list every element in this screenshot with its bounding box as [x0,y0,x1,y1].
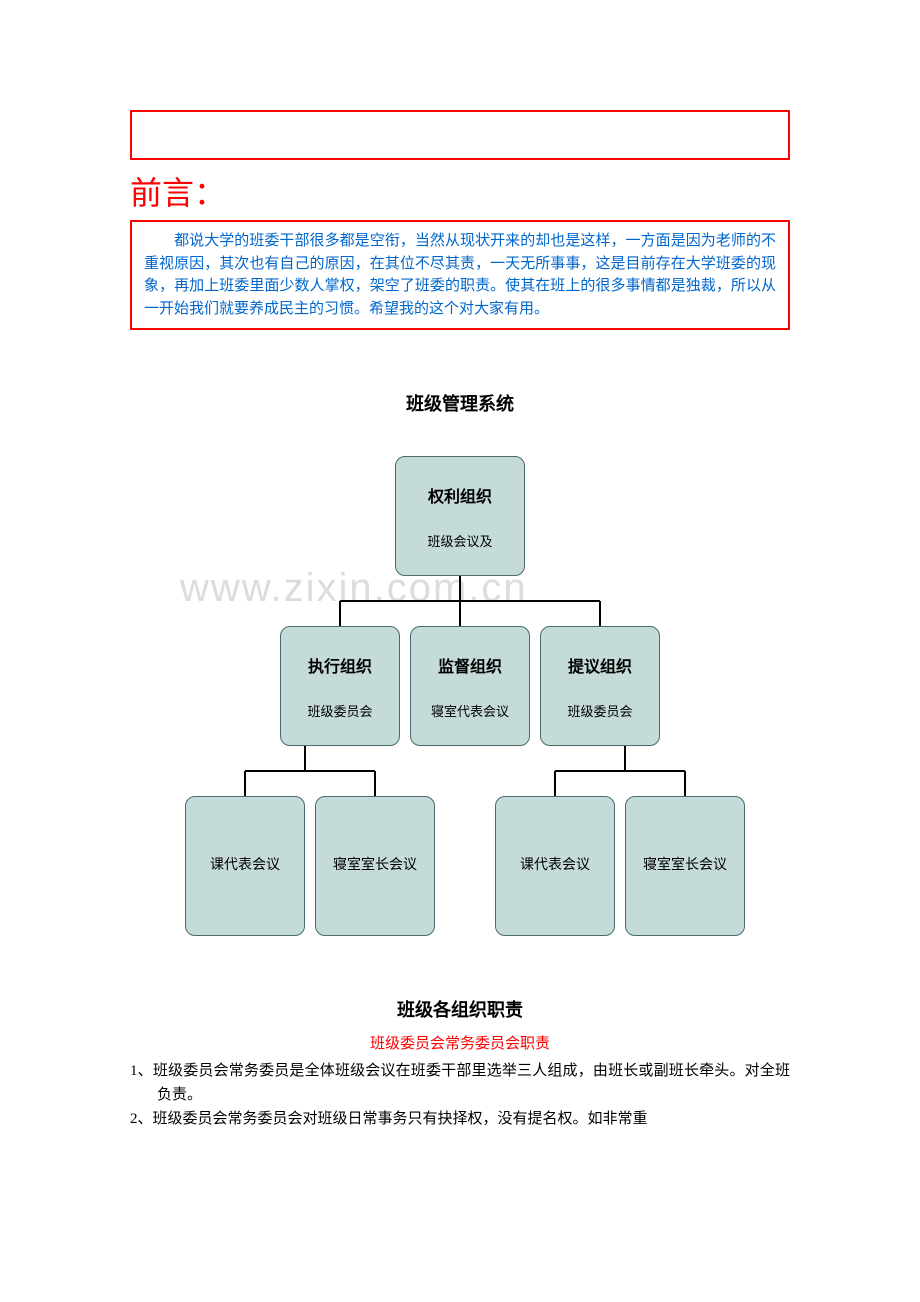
node-root-title: 权利组织 [428,483,492,507]
node-exec-title: 执行组织 [308,653,372,677]
node-supervise: 监督组织 寝室代表会议 [410,626,530,746]
node-supervise-title: 监督组织 [438,653,502,677]
node-root: 权利组织 班级会议及 [395,456,525,576]
node-exec-sub: 班级委员会 [307,701,372,720]
node-l3a: 课代表会议 [185,796,305,936]
node-l3d-sub: 寝室室长会议 [643,848,727,884]
node-l3c-sub: 课代表会议 [520,848,590,884]
node-l3a-sub: 课代表会议 [210,848,280,884]
node-root-sub: 班级会议及 [427,531,492,550]
node-propose-sub: 班级委员会 [567,701,632,720]
node-l3b-sub: 寝室室长会议 [333,848,417,884]
node-propose: 提议组织 班级委员会 [540,626,660,746]
node-propose-title: 提议组织 [568,653,632,677]
node-l3d: 寝室室长会议 [625,796,745,936]
section2-title: 班级各组织职责 [130,996,790,1022]
list-item: 1、班级委员会常务委员是全体班级会议在班委干部里选举三人组成，由班长或副班长牵头… [130,1059,790,1107]
preface-box: 都说大学的班委干部很多都是空衔，当然从现状开来的却也是这样，一方面是因为老师的不… [130,220,790,330]
preface-title: 前言： [130,168,790,214]
node-l3c: 课代表会议 [495,796,615,936]
section2-subtitle: 班级委员会常务委员会职责 [130,1032,790,1053]
list-item: 2、班级委员会常务委员会对班级日常事务只有抉择权，没有提名权。如非常重 [130,1107,790,1131]
preface-text: 都说大学的班委干部很多都是空衔，当然从现状开来的却也是这样，一方面是因为老师的不… [144,233,776,317]
node-exec: 执行组织 班级委员会 [280,626,400,746]
chart-title: 班级管理系统 [130,390,790,416]
node-l3b: 寝室室长会议 [315,796,435,936]
empty-red-box [130,110,790,160]
org-chart: www.zixin.com.cn 权利组织 班级会议及 [130,456,790,976]
body-list: 1、班级委员会常务委员是全体班级会议在班委干部里选举三人组成，由班长或副班长牵头… [130,1059,790,1131]
node-supervise-sub: 寝室代表会议 [431,701,509,720]
